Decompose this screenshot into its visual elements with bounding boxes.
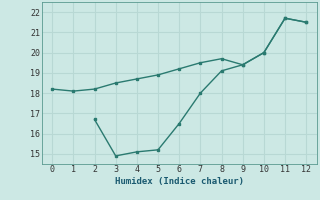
X-axis label: Humidex (Indice chaleur): Humidex (Indice chaleur) — [115, 177, 244, 186]
